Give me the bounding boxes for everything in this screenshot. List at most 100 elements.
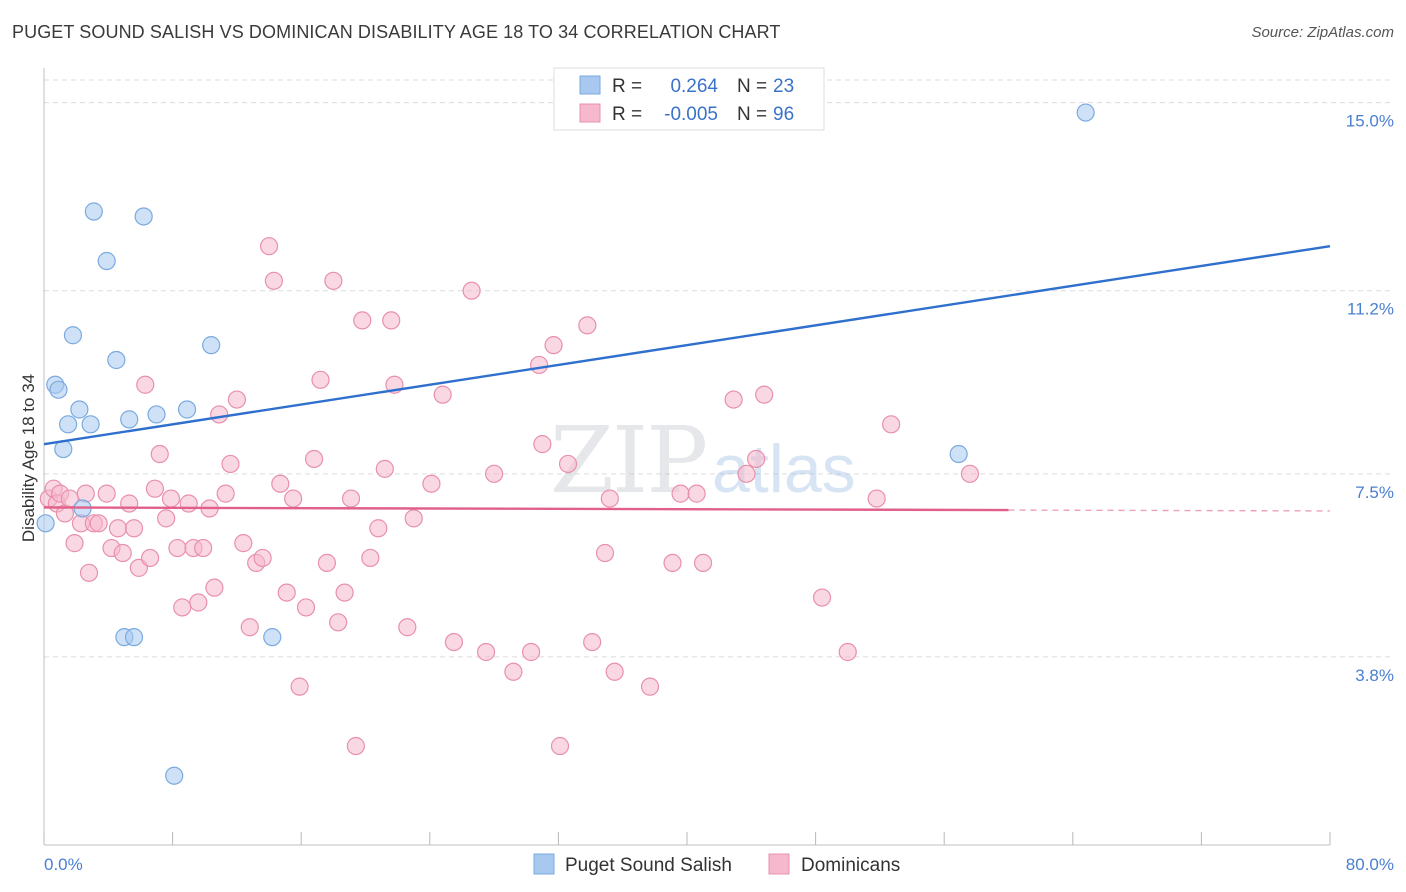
point-dominicans xyxy=(361,548,380,568)
point-dominicans xyxy=(65,534,84,553)
point-dominicans xyxy=(550,736,570,756)
correlation-legend: R = 0.264 N = 23 R = -0.005 N = 96 xyxy=(553,67,825,131)
y-tick-label: 7.5% xyxy=(1355,483,1394,502)
point-puget-sound-salish xyxy=(59,415,78,434)
point-dominicans xyxy=(259,237,279,256)
point-dominicans xyxy=(422,474,441,493)
point-dominicans xyxy=(533,435,552,454)
point-dominicans xyxy=(284,489,303,508)
point-dominicans xyxy=(433,385,452,404)
x-tick-label-max: 80.0% xyxy=(1346,855,1394,874)
point-dominicans xyxy=(530,355,549,375)
point-puget-sound-salish xyxy=(63,326,83,345)
trend-lines xyxy=(43,244,1331,512)
point-dominicans xyxy=(157,509,176,528)
point-dominicans xyxy=(521,642,541,662)
point-dominicans xyxy=(485,464,504,483)
point-dominicans xyxy=(210,405,229,424)
point-puget-sound-salish xyxy=(134,207,153,226)
trend-line-extension-dominicans xyxy=(1008,509,1331,512)
grid-lines xyxy=(44,79,1394,658)
point-dominicans xyxy=(600,489,619,508)
point-dominicans xyxy=(476,642,496,662)
point-dominicans xyxy=(227,390,246,409)
legend-r-value-salish: 0.264 xyxy=(670,76,718,97)
point-dominicans xyxy=(179,494,198,513)
point-dominicans xyxy=(341,489,361,508)
point-dominicans xyxy=(605,662,624,681)
point-dominicans xyxy=(145,479,165,498)
bottom-legend-swatch-salish xyxy=(533,853,555,875)
point-dominicans xyxy=(120,494,139,513)
point-puget-sound-salish xyxy=(124,628,144,647)
x-axis-ticks xyxy=(43,832,1331,845)
legend-n-value-salish: 23 xyxy=(773,76,794,97)
point-puget-sound-salish xyxy=(120,410,139,429)
legend-swatch-dominicans xyxy=(579,103,601,123)
point-dominicans xyxy=(640,677,660,696)
bottom-legend-label-dominicans: Dominicans xyxy=(801,855,900,876)
point-dominicans xyxy=(724,390,743,409)
point-puget-sound-salish xyxy=(177,400,197,419)
point-dominicans xyxy=(444,632,464,652)
point-dominicans xyxy=(136,375,155,394)
point-dominicans xyxy=(97,484,116,503)
legend-n-label-dominicans: N = xyxy=(737,104,767,125)
point-dominicans xyxy=(369,519,388,538)
y-axis-title: Disability Age 18 to 34 xyxy=(19,374,38,542)
point-puget-sound-salish xyxy=(107,350,126,370)
legend-n-label-salish: N = xyxy=(737,76,767,97)
point-dominicans xyxy=(150,444,169,464)
point-dominicans xyxy=(755,385,774,404)
point-dominicans xyxy=(189,593,208,612)
bottom-legend-label-salish: Puget Sound Salish xyxy=(565,855,732,876)
point-dominicans xyxy=(253,548,272,568)
point-dominicans xyxy=(838,642,857,662)
point-dominicans xyxy=(311,370,330,389)
trend-line-puget-sound-salish xyxy=(43,244,1331,446)
point-dominicans xyxy=(747,449,766,469)
point-dominicans xyxy=(221,454,240,474)
legend-n-value-dominicans: 96 xyxy=(773,104,794,125)
point-dominicans xyxy=(595,543,615,563)
point-dominicans xyxy=(693,553,713,573)
x-tick-label-min: 0.0% xyxy=(44,855,83,874)
point-puget-sound-salish xyxy=(70,400,89,419)
point-dominicans xyxy=(140,548,160,568)
data-points xyxy=(36,103,1095,785)
point-dominicans xyxy=(324,271,343,290)
point-dominicans xyxy=(296,598,316,617)
point-dominicans xyxy=(264,271,283,290)
point-dominicans xyxy=(234,534,253,553)
point-dominicans xyxy=(462,281,481,300)
point-puget-sound-salish xyxy=(1076,103,1095,122)
point-dominicans xyxy=(317,553,337,573)
bottom-legend-swatch-dominicans xyxy=(768,853,790,875)
point-dominicans xyxy=(867,489,886,508)
chart-source: Source: ZipAtlas.com xyxy=(1251,24,1394,41)
point-dominicans xyxy=(737,464,756,483)
point-dominicans xyxy=(277,583,296,602)
point-dominicans xyxy=(375,459,394,478)
point-dominicans xyxy=(168,538,187,558)
point-puget-sound-salish xyxy=(84,202,103,221)
legend-r-value-dominicans: -0.005 xyxy=(664,104,718,125)
point-dominicans xyxy=(89,514,108,533)
y-axis-tick-labels: 3.8% 7.5% 11.2% 15.0% xyxy=(1346,112,1394,685)
point-dominicans xyxy=(812,588,832,607)
point-dominicans xyxy=(544,336,563,355)
point-dominicans xyxy=(353,311,372,330)
point-dominicans xyxy=(194,538,213,558)
point-puget-sound-salish xyxy=(36,514,55,533)
point-dominicans xyxy=(113,543,132,563)
point-dominicans xyxy=(663,553,682,573)
legend-r-label-dominicans: R = xyxy=(612,104,642,125)
point-puget-sound-salish xyxy=(263,628,282,647)
point-dominicans xyxy=(216,484,235,503)
point-dominicans xyxy=(382,311,401,330)
watermark-atlas: atlas xyxy=(712,431,856,507)
series-legend: Puget Sound Salish Dominicans xyxy=(533,853,900,876)
point-dominicans xyxy=(558,454,578,474)
point-puget-sound-salish xyxy=(147,405,166,424)
point-dominicans xyxy=(504,662,523,681)
